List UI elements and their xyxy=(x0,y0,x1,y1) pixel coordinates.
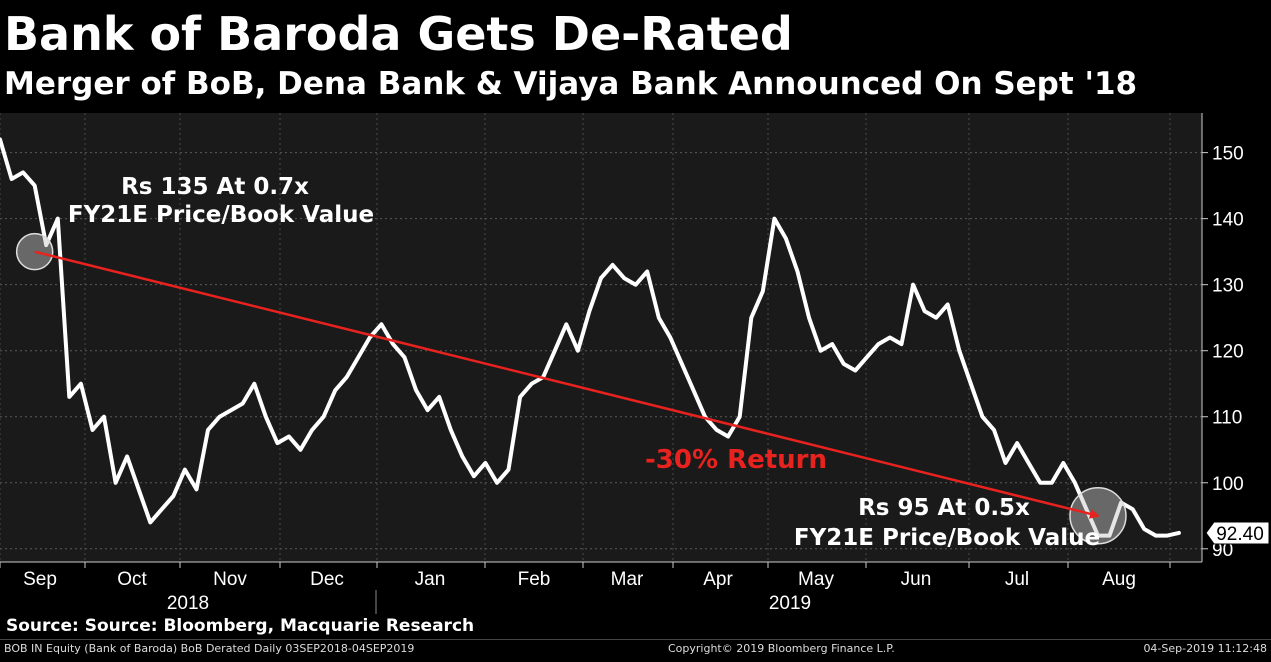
y-tick-label: 110 xyxy=(1212,408,1242,429)
y-tick-label: 130 xyxy=(1212,276,1244,297)
x-axis-background xyxy=(0,562,1271,614)
footer-security: BOB IN Equity (Bank of Baroda) BoB Derat… xyxy=(4,642,415,655)
x-month-label: Oct xyxy=(117,569,147,590)
last-value-tag xyxy=(1205,521,1270,545)
price-series-line xyxy=(0,137,603,525)
x-month-label: Nov xyxy=(213,569,247,590)
plot-background xyxy=(0,113,1202,562)
annotation-end-line2: FY21E Price/Book Value xyxy=(794,525,1100,551)
chart-title: Bank of Baroda Gets De-Rated xyxy=(4,7,793,61)
x-month-label: Sep xyxy=(23,569,57,590)
return-annotation: -30% Return xyxy=(645,445,827,475)
x-month-label: Mar xyxy=(611,569,644,590)
x-month-label: Jul xyxy=(1005,569,1029,590)
x-month-label: Jan xyxy=(415,569,446,590)
chart-subtitle: Merger of BoB, Dena Bank & Vijaya Bank A… xyxy=(4,66,1138,102)
x-year-label: 2018 xyxy=(167,593,209,614)
footer-copyright: Copyright© 2019 Bloomberg Finance L.P. xyxy=(668,642,895,655)
x-month-label: Aug xyxy=(1102,569,1136,590)
annotation-end-line1: Rs 95 At 0.5x xyxy=(858,495,1030,521)
y-tick-label: 150 xyxy=(1212,144,1244,165)
x-month-label: Apr xyxy=(703,569,733,590)
y-tick-label: 100 xyxy=(1212,474,1244,495)
x-month-label: May xyxy=(798,569,834,590)
annotation-start-line2: FY21E Price/Book Value xyxy=(68,202,374,228)
x-month-label: Dec xyxy=(310,569,344,590)
y-tick-label: 90 xyxy=(1212,540,1233,561)
footer-bar: BOB IN Equity (Bank of Baroda) BoB Derat… xyxy=(0,639,1271,658)
highlight-circle xyxy=(15,232,54,271)
y-tick-label: 140 xyxy=(1212,210,1244,231)
last-value-label: 92.40 xyxy=(1216,524,1264,545)
trend-arrow xyxy=(34,250,1100,519)
price-series-line xyxy=(599,216,1181,538)
footer-timestamp: 04-Sep-2019 11:12:48 xyxy=(1143,642,1267,655)
source-note: Source: Source: Bloomberg, Macquarie Res… xyxy=(6,616,475,636)
annotation-start-line1: Rs 135 At 0.7x xyxy=(121,174,309,200)
x-year-label: 2019 xyxy=(769,593,811,614)
y-tick-label: 120 xyxy=(1212,342,1244,363)
x-month-label: Feb xyxy=(518,569,551,590)
y-axis-background xyxy=(1202,113,1271,562)
x-month-label: Jun xyxy=(901,569,932,590)
